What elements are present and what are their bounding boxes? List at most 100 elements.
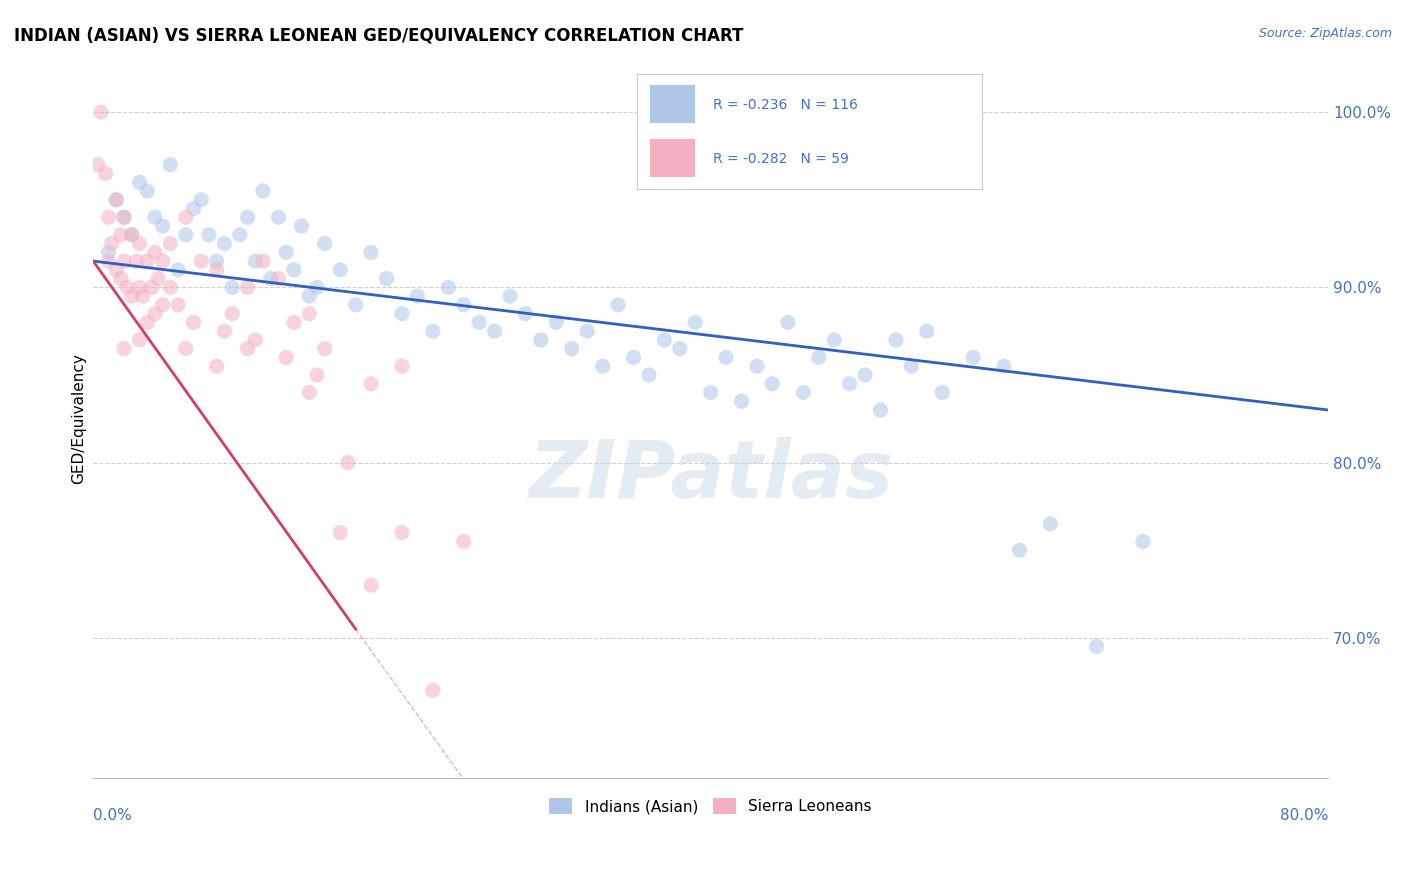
Y-axis label: GED/Equivalency: GED/Equivalency <box>72 353 86 484</box>
Point <box>97 211 120 225</box>
Point <box>329 263 352 277</box>
Point <box>174 227 197 242</box>
Point <box>152 254 174 268</box>
Point <box>468 315 491 329</box>
Point <box>298 289 321 303</box>
Point <box>654 333 676 347</box>
Point <box>141 280 163 294</box>
Point <box>1039 516 1062 531</box>
Point <box>115 280 138 294</box>
Text: ZIPatlas: ZIPatlas <box>529 437 893 516</box>
Point <box>112 211 135 225</box>
Point <box>245 254 267 268</box>
Point <box>205 263 228 277</box>
Point <box>136 315 159 329</box>
Point <box>305 368 328 382</box>
Point <box>391 359 413 374</box>
Point <box>546 315 568 329</box>
Point <box>97 245 120 260</box>
Text: 80.0%: 80.0% <box>1279 808 1329 823</box>
Point <box>823 333 845 347</box>
Point <box>283 263 305 277</box>
Point <box>515 307 537 321</box>
Point <box>360 376 382 391</box>
Point <box>276 351 298 365</box>
Point <box>183 202 205 216</box>
Point <box>105 193 128 207</box>
Point <box>699 385 721 400</box>
Point <box>167 263 190 277</box>
Point <box>499 289 522 303</box>
Point <box>94 166 117 180</box>
Point <box>236 342 259 356</box>
Point <box>329 525 352 540</box>
Point <box>422 324 444 338</box>
Point <box>100 236 122 251</box>
Point <box>683 315 706 329</box>
Point <box>962 351 984 365</box>
Point <box>128 280 150 294</box>
Point <box>190 254 212 268</box>
Point <box>336 456 359 470</box>
Point <box>1085 640 1108 654</box>
Point <box>406 289 429 303</box>
Point <box>136 184 159 198</box>
Point <box>360 245 382 260</box>
Point <box>167 298 190 312</box>
Point <box>314 342 336 356</box>
Point <box>869 403 891 417</box>
Point <box>730 394 752 409</box>
Point <box>236 211 259 225</box>
Point <box>298 307 321 321</box>
Point <box>267 271 290 285</box>
Point <box>143 211 166 225</box>
Point <box>931 385 953 400</box>
Point <box>1008 543 1031 558</box>
Point <box>128 175 150 189</box>
Point <box>252 254 274 268</box>
Point <box>305 280 328 294</box>
Point <box>110 227 132 242</box>
Point <box>152 219 174 233</box>
Point <box>143 245 166 260</box>
Point <box>131 289 153 303</box>
Point <box>290 219 312 233</box>
Point <box>121 289 143 303</box>
Point <box>761 376 783 391</box>
Point <box>112 342 135 356</box>
Point <box>776 315 799 329</box>
Point <box>592 359 614 374</box>
Point <box>993 359 1015 374</box>
Point <box>391 525 413 540</box>
Point <box>714 351 737 365</box>
Point <box>121 227 143 242</box>
Text: INDIAN (ASIAN) VS SIERRA LEONEAN GED/EQUIVALENCY CORRELATION CHART: INDIAN (ASIAN) VS SIERRA LEONEAN GED/EQU… <box>14 27 744 45</box>
Point <box>530 333 553 347</box>
Point <box>112 254 135 268</box>
Point <box>105 193 128 207</box>
Point <box>121 227 143 242</box>
Point <box>453 534 475 549</box>
Point <box>915 324 938 338</box>
Point <box>267 211 290 225</box>
Point <box>205 254 228 268</box>
Point <box>391 307 413 321</box>
Point <box>214 236 236 251</box>
Point <box>375 271 398 285</box>
Point <box>229 227 252 242</box>
Point <box>252 184 274 198</box>
Point <box>174 342 197 356</box>
Point <box>205 359 228 374</box>
Point <box>146 271 169 285</box>
Text: Source: ZipAtlas.com: Source: ZipAtlas.com <box>1258 27 1392 40</box>
Point <box>453 298 475 312</box>
Point <box>668 342 690 356</box>
Point <box>298 385 321 400</box>
Point <box>97 254 120 268</box>
Point <box>623 351 645 365</box>
Point <box>190 193 212 207</box>
Point <box>152 298 174 312</box>
Point <box>174 211 197 225</box>
Point <box>360 578 382 592</box>
Point <box>183 315 205 329</box>
